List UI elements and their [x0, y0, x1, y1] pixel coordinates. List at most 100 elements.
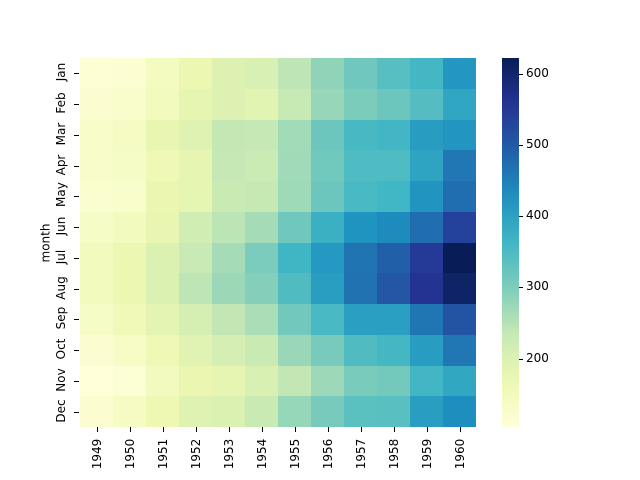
- heatmap-cell: [311, 58, 344, 89]
- heatmap-cell: [311, 150, 344, 181]
- heatmap-cell: [377, 150, 410, 181]
- y-tick-label: Mar: [54, 122, 68, 146]
- heatmap-cell: [443, 334, 476, 366]
- heatmap-cell: [80, 334, 113, 366]
- heatmap-cell: [245, 242, 278, 274]
- heatmap-cell: [443, 150, 476, 181]
- x-tick-label: 1950: [122, 438, 137, 470]
- heatmap-cell: [377, 365, 410, 397]
- colorbar-tick-label: 400: [526, 208, 549, 222]
- heatmap-cell: [113, 396, 146, 427]
- y-tick: [74, 289, 79, 290]
- heatmap-cell: [278, 119, 311, 151]
- y-tick-label: Dec: [54, 399, 68, 423]
- heatmap-cell: [377, 58, 410, 89]
- heatmap-cell: [344, 273, 377, 304]
- heatmap-cell: [146, 58, 179, 89]
- heatmap-cell: [278, 211, 311, 243]
- y-tick-label: Feb: [54, 92, 68, 114]
- x-tick: [196, 427, 197, 432]
- heatmap-cell: [410, 181, 443, 212]
- heatmap-cell: [410, 150, 443, 181]
- y-tick-label: May: [54, 182, 68, 208]
- heatmap-cell: [113, 88, 146, 120]
- heatmap-cell: [443, 365, 476, 397]
- heatmap-cell: [245, 58, 278, 89]
- heatmap-cell: [410, 334, 443, 366]
- x-tick: [328, 427, 329, 432]
- heatmap-cell: [344, 396, 377, 427]
- heatmap-cell: [311, 304, 344, 335]
- heatmap-cell: [278, 273, 311, 304]
- x-tick: [130, 427, 131, 432]
- heatmap-cell: [377, 396, 410, 427]
- heatmap-cell: [311, 334, 344, 366]
- heatmap-cell: [443, 304, 476, 335]
- heatmap-cell: [311, 119, 344, 151]
- heatmap-cell: [80, 365, 113, 397]
- heatmap-cell: [344, 211, 377, 243]
- heatmap-cell: [212, 211, 245, 243]
- heatmap-cell: [179, 150, 212, 181]
- x-tick: [229, 427, 230, 432]
- y-tick-label: Sep: [54, 307, 68, 330]
- y-tick: [74, 412, 79, 413]
- heatmap-cell: [245, 365, 278, 397]
- heatmap-cell: [113, 334, 146, 366]
- colorbar-tick: [519, 74, 523, 75]
- colorbar-tick-label: 500: [526, 137, 549, 151]
- heatmap-cell: [146, 396, 179, 427]
- x-tick: [394, 427, 395, 432]
- y-tick-label: Aug: [54, 275, 68, 300]
- heatmap-cell: [245, 88, 278, 120]
- y-tick: [74, 350, 79, 351]
- heatmap-cell: [377, 119, 410, 151]
- heatmap-cell: [377, 242, 410, 274]
- y-tick-label: Nov: [54, 368, 68, 392]
- y-tick-label: Oct: [54, 338, 68, 360]
- heatmap-cell: [212, 58, 245, 89]
- colorbar-tick-label: 200: [526, 351, 549, 365]
- heatmap-cell: [344, 365, 377, 397]
- heatmap-cell: [113, 119, 146, 151]
- y-axis-title: month: [38, 223, 53, 263]
- x-tick-label: 1956: [320, 438, 335, 470]
- heatmap-cell: [146, 88, 179, 120]
- heatmap-cell: [179, 304, 212, 335]
- heatmap-cell: [245, 119, 278, 151]
- heatmap-cell: [212, 365, 245, 397]
- heatmap-cell: [311, 365, 344, 397]
- heatmap-cell: [344, 150, 377, 181]
- x-tick-label: 1955: [287, 438, 302, 470]
- x-tick: [427, 427, 428, 432]
- heatmap-cell: [443, 396, 476, 427]
- heatmap-cell: [179, 181, 212, 212]
- heatmap-cell: [212, 150, 245, 181]
- heatmap-cell: [278, 396, 311, 427]
- heatmap-cell: [212, 273, 245, 304]
- heatmap-cell: [113, 181, 146, 212]
- heatmap-cell: [443, 58, 476, 89]
- x-tick-label: 1957: [353, 438, 368, 470]
- heatmap-cell: [443, 88, 476, 120]
- x-tick-label: 1951: [155, 438, 170, 470]
- heatmap-cell: [146, 211, 179, 243]
- colorbar-tick: [519, 359, 523, 360]
- heatmap-cell: [311, 211, 344, 243]
- x-tick-label: 1960: [452, 438, 467, 470]
- x-tick-label: 1954: [254, 438, 269, 470]
- heatmap-cell: [377, 181, 410, 212]
- y-tick: [74, 196, 79, 197]
- heatmap-cell: [80, 88, 113, 120]
- heatmap-cell: [443, 119, 476, 151]
- heatmap-cell: [146, 119, 179, 151]
- heatmap-cell: [410, 304, 443, 335]
- heatmap-cell: [80, 181, 113, 212]
- heatmap-cell: [410, 365, 443, 397]
- heatmap-cell: [410, 242, 443, 274]
- heatmap-cell: [344, 58, 377, 89]
- heatmap-cell: [278, 181, 311, 212]
- y-tick: [74, 258, 79, 259]
- heatmap-cell: [311, 273, 344, 304]
- heatmap-cell: [80, 304, 113, 335]
